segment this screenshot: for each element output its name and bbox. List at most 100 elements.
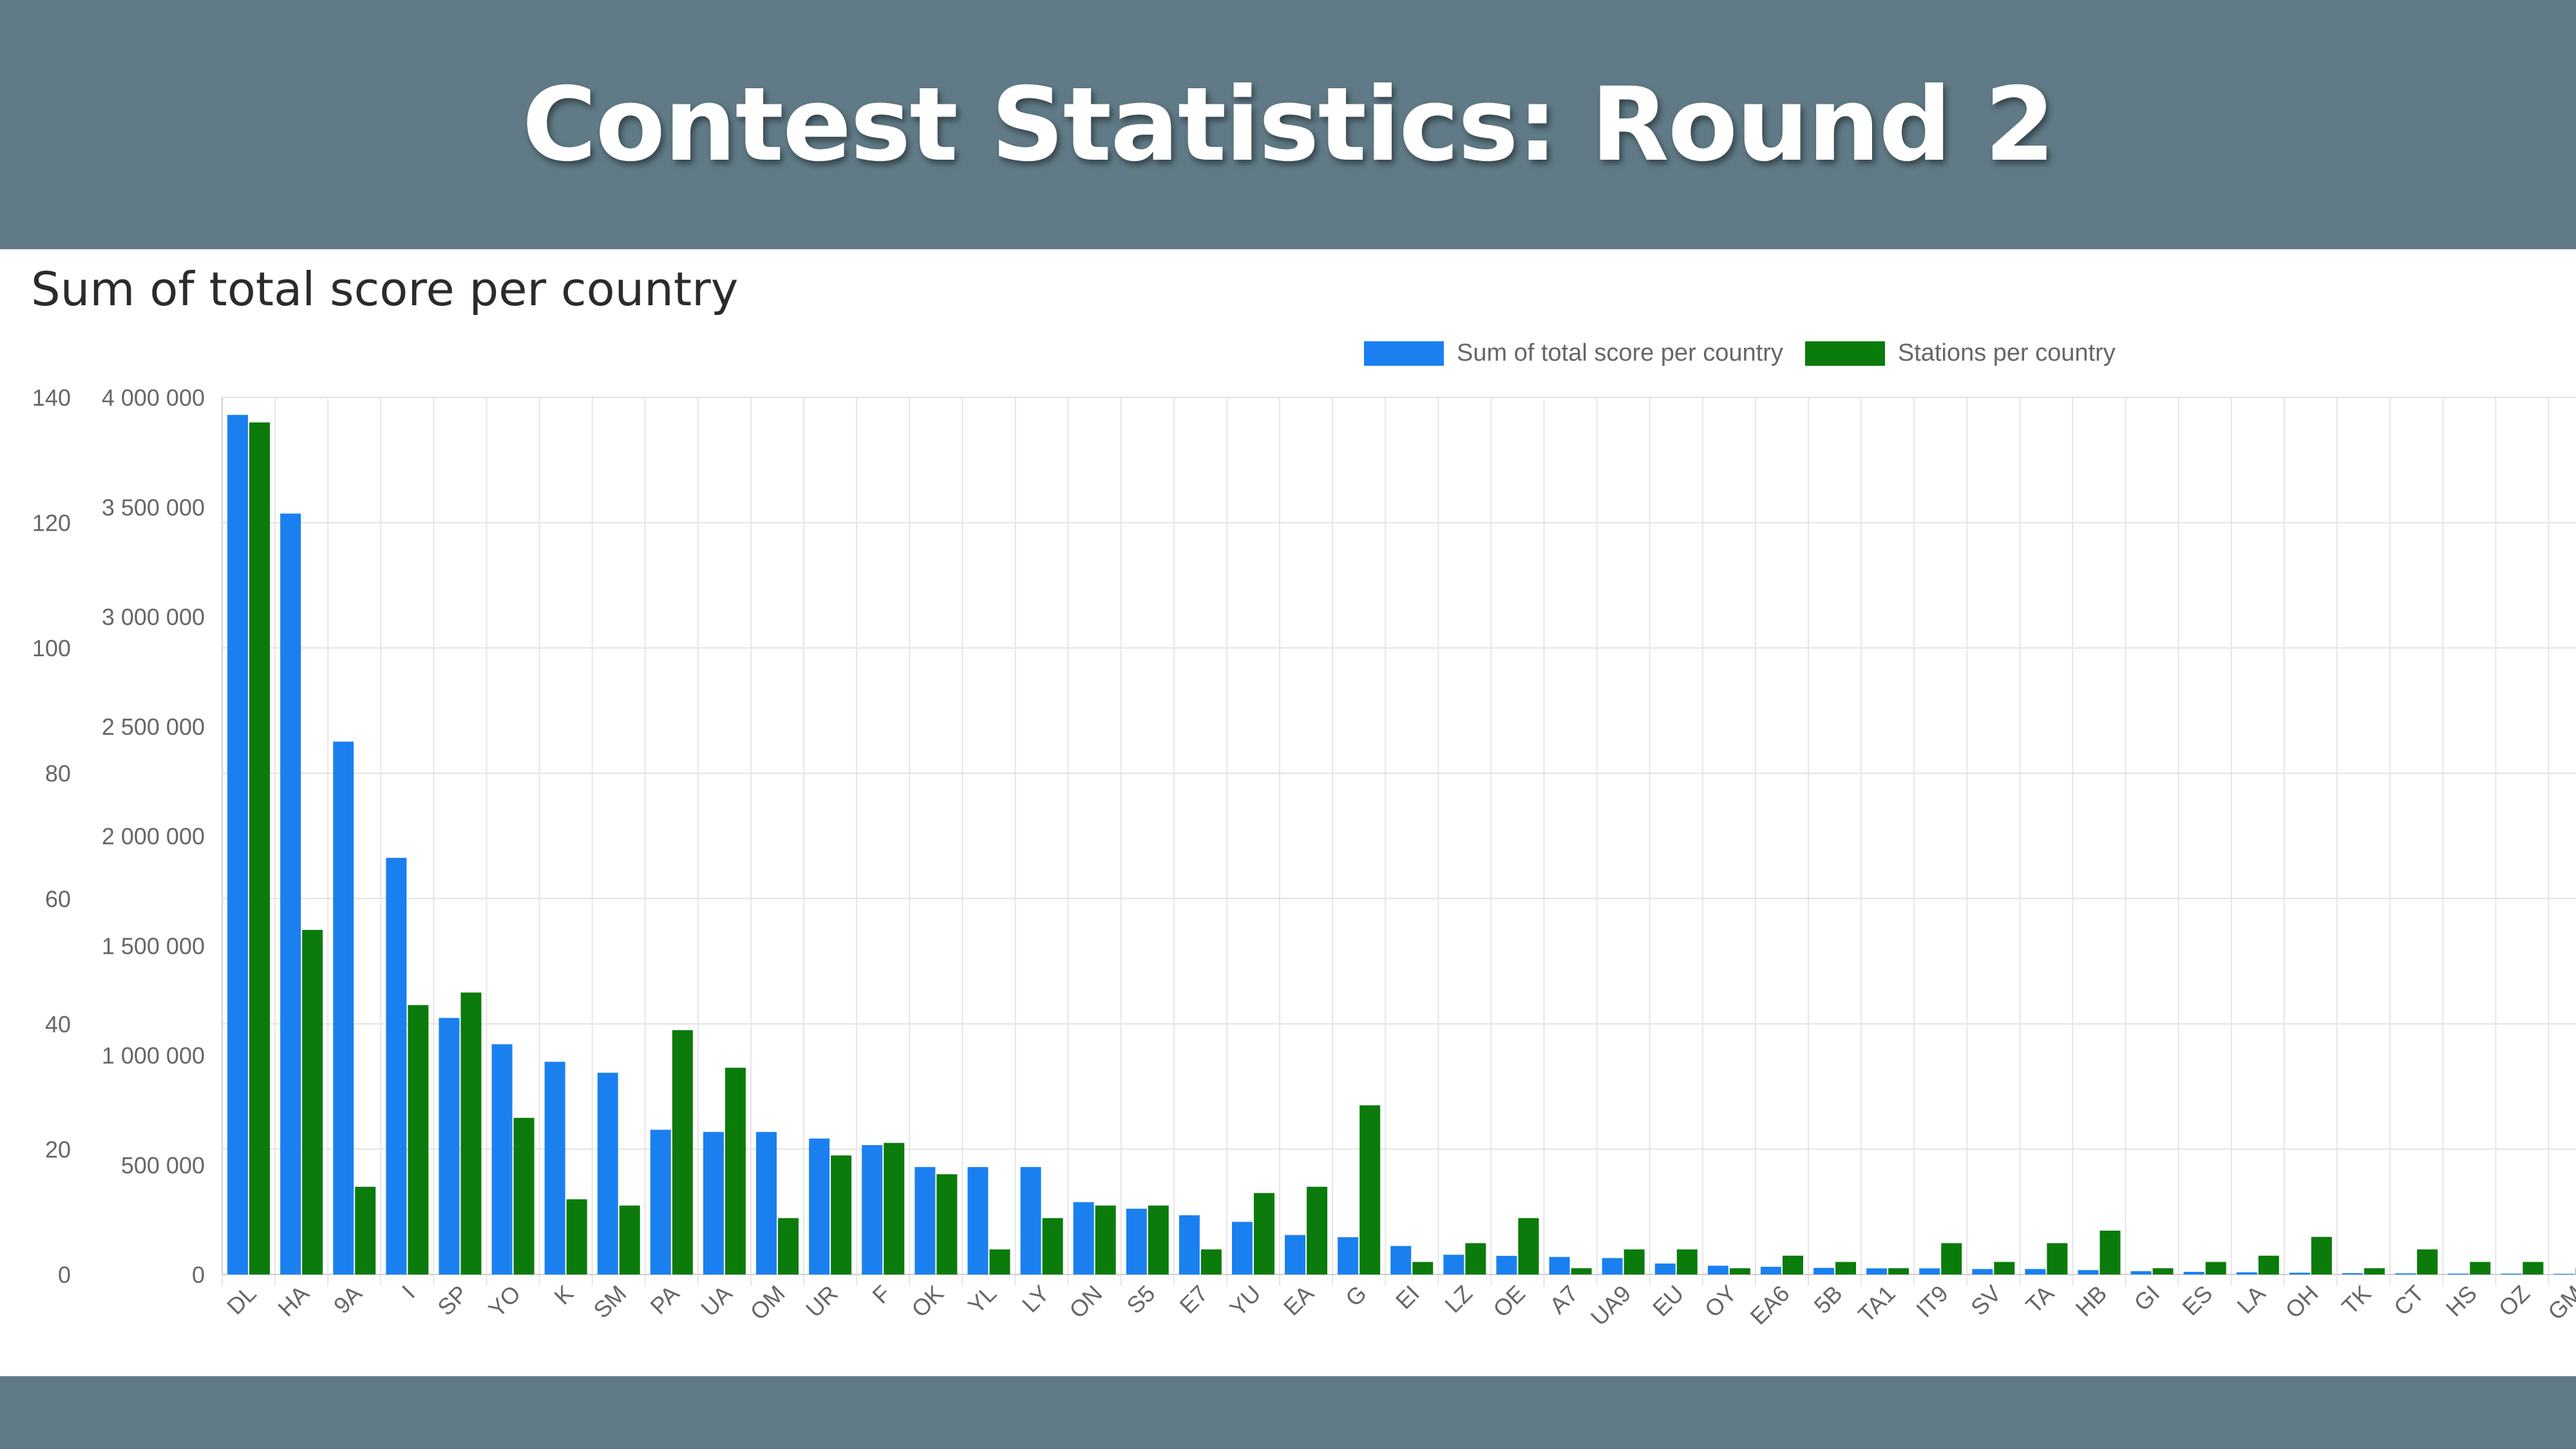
- legend-label-score: Sum of total score per country: [1457, 339, 1783, 366]
- x-tick-label: OH: [2280, 1280, 2323, 1323]
- bar-score-ua: [703, 1132, 724, 1274]
- bar-score-eu: [1654, 1263, 1676, 1274]
- bar-score-ha: [280, 513, 301, 1274]
- bar-stations-ua: [724, 1067, 746, 1274]
- y-right-tick-label: 1 500 000: [102, 933, 205, 959]
- bar-stations-la: [2258, 1255, 2279, 1274]
- legend-swatch-stations: [1804, 341, 1885, 366]
- y-right-tick-label: 3 500 000: [102, 494, 205, 520]
- legend-item-score[interactable]: Sum of total score per country: [1364, 339, 1783, 367]
- x-tick-label: OK: [906, 1280, 949, 1323]
- bar-stations-f: [884, 1142, 905, 1274]
- x-tick-label: DL: [222, 1280, 261, 1320]
- bar-score-5b: [1814, 1267, 1835, 1274]
- y-left-tick-label: 140: [32, 384, 71, 411]
- bar-stations-ur: [831, 1155, 852, 1274]
- bar-score-ta1: [1866, 1268, 1888, 1274]
- y-right-tick-label: 3 000 000: [102, 604, 205, 630]
- bar-stations-ct: [2417, 1249, 2438, 1274]
- x-tick-label: OM: [745, 1280, 790, 1325]
- y-right-tick-label: 2 500 000: [102, 714, 205, 740]
- bar-score-ea6: [1760, 1267, 1781, 1274]
- bar-stations-es: [2205, 1262, 2226, 1274]
- bar-stations-e7: [1200, 1249, 1222, 1274]
- x-tick-label: HS: [2441, 1280, 2482, 1321]
- x-tick-label: UR: [800, 1280, 843, 1323]
- bar-score-e7: [1179, 1215, 1200, 1274]
- bar-stations-ta1: [1888, 1268, 1909, 1274]
- x-tick-label: YL: [963, 1280, 1001, 1319]
- bar-score-f: [862, 1145, 883, 1274]
- bar-stations-ha: [302, 929, 323, 1274]
- bar-stations-yo: [513, 1117, 535, 1274]
- bar-stations-k: [566, 1199, 587, 1274]
- y-left-tick-label: 80: [45, 761, 71, 787]
- bar-stations-oe: [1518, 1218, 1539, 1274]
- x-tick-label: PA: [645, 1280, 684, 1320]
- bar-score-yl: [967, 1167, 989, 1274]
- bar-stations-sv: [1994, 1262, 2015, 1274]
- bar-stations-hs: [2470, 1262, 2491, 1274]
- x-tick-label: TA: [2020, 1280, 2059, 1319]
- x-tick-label: SP: [432, 1280, 473, 1321]
- x-tick-label: TA1: [1853, 1280, 1900, 1328]
- x-tick-label: E7: [1174, 1280, 1213, 1319]
- y-left-tick-label: 100: [32, 635, 71, 661]
- legend-swatch-score: [1364, 341, 1444, 366]
- bar-score-tk: [2342, 1273, 2363, 1274]
- x-tick-label: LA: [2231, 1280, 2270, 1319]
- bar-stations-lz: [1465, 1243, 1486, 1274]
- legend-item-stations[interactable]: Stations per country: [1804, 339, 2116, 367]
- bar-stations-pa: [672, 1030, 693, 1274]
- bar-stations-i: [408, 1005, 429, 1274]
- x-tick-label: UA9: [1586, 1280, 1636, 1331]
- bar-score-ta: [2025, 1269, 2046, 1274]
- x-tick-label: HA: [272, 1280, 314, 1321]
- bar-score-yu: [1231, 1222, 1253, 1274]
- y-right-tick-label: 2 000 000: [102, 823, 205, 849]
- y-right-tick-label: 0: [192, 1262, 205, 1288]
- x-tick-label: OY: [1700, 1280, 1742, 1323]
- bar-stations-9a: [355, 1186, 376, 1274]
- bar-score-a7: [1549, 1256, 1570, 1274]
- x-tick-label: SM: [588, 1280, 631, 1323]
- x-tick-label: OZ: [2494, 1280, 2535, 1321]
- bar-score-om: [756, 1132, 777, 1274]
- bar-stations-ei: [1412, 1262, 1434, 1274]
- bar-score-sv: [1972, 1269, 1993, 1274]
- x-tick-label: 5B: [1809, 1280, 1848, 1319]
- bar-stations-sm: [619, 1205, 640, 1274]
- chart-title: Sum of total score per country: [31, 262, 739, 316]
- bar-stations-ua9: [1624, 1249, 1645, 1274]
- bar-stations-tk: [2364, 1268, 2385, 1274]
- bar-stations-eu: [1676, 1249, 1698, 1274]
- bar-score-oh: [2289, 1273, 2310, 1274]
- title-banner: Contest Statistics: Round 2: [0, 0, 2576, 249]
- bar-score-ly: [1020, 1167, 1041, 1274]
- x-tick-label: ON: [1064, 1280, 1107, 1323]
- bar-stations-oh: [2311, 1236, 2332, 1274]
- bar-score-pa: [650, 1130, 671, 1274]
- y-left-tick-label: 0: [58, 1262, 71, 1288]
- bar-score-hb: [2078, 1270, 2099, 1274]
- bar-score-sm: [597, 1072, 618, 1274]
- bar-chart: 0 20 40 60 80 100 120 140 0 500 000 1 000 000 1 500…: [32, 384, 2576, 1331]
- bar-stations-ta: [2047, 1243, 2068, 1274]
- bar-score-k: [544, 1061, 565, 1274]
- bar-stations-on: [1095, 1205, 1116, 1274]
- bar-score-ok: [914, 1167, 936, 1274]
- x-tick-label: I: [397, 1280, 420, 1303]
- bar-score-sp: [439, 1018, 460, 1274]
- chart-legend: Sum of total score per country Stations …: [1364, 339, 2137, 367]
- x-tick-label: IT9: [1911, 1280, 1953, 1323]
- bar-stations-ea: [1307, 1186, 1328, 1274]
- bar-stations-oz: [2523, 1262, 2544, 1274]
- legend-label-stations: Stations per country: [1897, 339, 2116, 366]
- bar-stations-dl: [249, 422, 270, 1274]
- x-tick-label: F: [867, 1280, 896, 1309]
- bar-score-i: [386, 858, 407, 1274]
- x-tick-label: S5: [1121, 1280, 1160, 1319]
- bar-stations-ea6: [1782, 1255, 1803, 1274]
- x-tick-label: EI: [1390, 1280, 1425, 1314]
- bar-stations-ly: [1042, 1218, 1063, 1274]
